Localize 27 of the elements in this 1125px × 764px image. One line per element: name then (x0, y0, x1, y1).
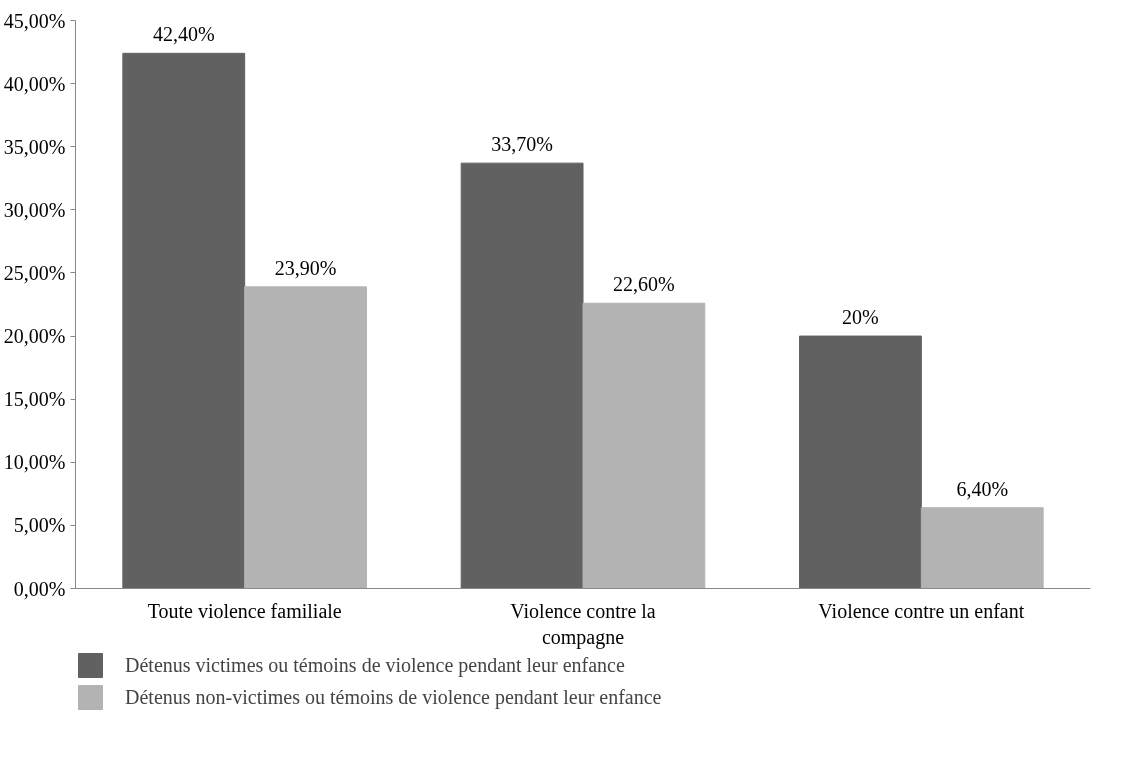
x-tick-label: Toute violence familiale (147, 599, 342, 622)
bar (460, 162, 584, 589)
bar (799, 335, 922, 589)
y-tick-label: 0,00% (13, 577, 66, 600)
y-tick-label: 30,00% (3, 198, 66, 221)
bar (582, 302, 706, 589)
y-tick-label: 15,00% (3, 388, 66, 411)
y-tick-label: 35,00% (3, 135, 66, 158)
y-tick-label: 25,00% (3, 261, 66, 284)
y-tick-label: 45,00% (3, 9, 66, 32)
data-label: 20% (842, 306, 879, 329)
data-label: 22,60% (613, 273, 675, 296)
data-label: 33,70% (491, 133, 553, 156)
y-tick-label: 5,00% (13, 514, 66, 537)
y-tick-label: 20,00% (3, 325, 66, 348)
x-tick-label: Violence contre la compagne (510, 599, 656, 649)
data-label: 6,40% (956, 477, 1009, 500)
legend-label: Détenus non-victimes ou témoins de violence pendant leur enfance (125, 685, 662, 709)
data-label: 42,40% (152, 23, 215, 46)
bar (244, 286, 367, 589)
y-tick-label: 10,00% (3, 451, 66, 474)
bar (122, 52, 246, 589)
bar (920, 507, 1044, 589)
data-label: 23,90% (274, 256, 337, 279)
legend-label: Détenus victimes ou témoins de violence pendant leur enfance (125, 653, 625, 677)
y-tick-label: 40,00% (3, 72, 66, 95)
x-tick-label: Violence contre un enfant (818, 599, 1025, 622)
